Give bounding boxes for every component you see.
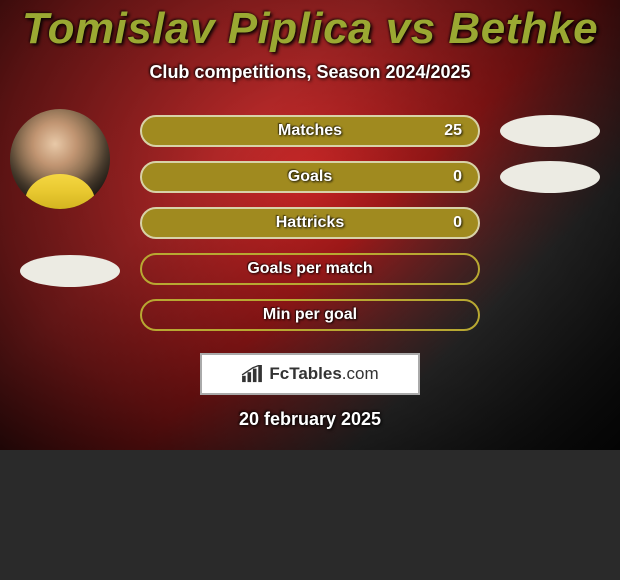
player2-oval-1 [500, 115, 600, 147]
brand-suffix: .com [342, 364, 379, 383]
brand-watermark: FcTables.com [200, 353, 420, 395]
player2-oval-2 [500, 161, 600, 193]
stat-label: Hattricks [276, 214, 344, 232]
player1-avatar [10, 109, 110, 209]
stat-value: 0 [453, 214, 462, 232]
brand-text: FcTables.com [269, 364, 378, 384]
stat-row-matches: Matches 25 [140, 115, 480, 147]
comparison-area: Matches 25 Goals 0 Hattricks 0 Goals per… [0, 115, 620, 331]
content-wrapper: Tomislav Piplica vs Bethke Club competit… [0, 0, 620, 430]
stat-label: Min per goal [263, 306, 357, 324]
stat-value: 0 [453, 168, 462, 186]
brand-name: FcTables [269, 364, 341, 383]
stat-label: Goals [288, 168, 332, 186]
stat-value: 25 [444, 122, 462, 140]
stat-label: Matches [278, 122, 342, 140]
stat-bars: Matches 25 Goals 0 Hattricks 0 Goals per… [140, 115, 480, 331]
bar-chart-icon [241, 365, 263, 383]
page-subtitle: Club competitions, Season 2024/2025 [149, 62, 470, 83]
stat-label: Goals per match [247, 260, 372, 278]
player1-badge-oval [20, 255, 120, 287]
stat-row-goals: Goals 0 [140, 161, 480, 193]
stat-row-goals-per-match: Goals per match [140, 253, 480, 285]
footer-date: 20 february 2025 [239, 409, 381, 430]
stat-row-hattricks: Hattricks 0 [140, 207, 480, 239]
stat-row-min-per-goal: Min per goal [140, 299, 480, 331]
page-title: Tomislav Piplica vs Bethke [22, 4, 598, 54]
